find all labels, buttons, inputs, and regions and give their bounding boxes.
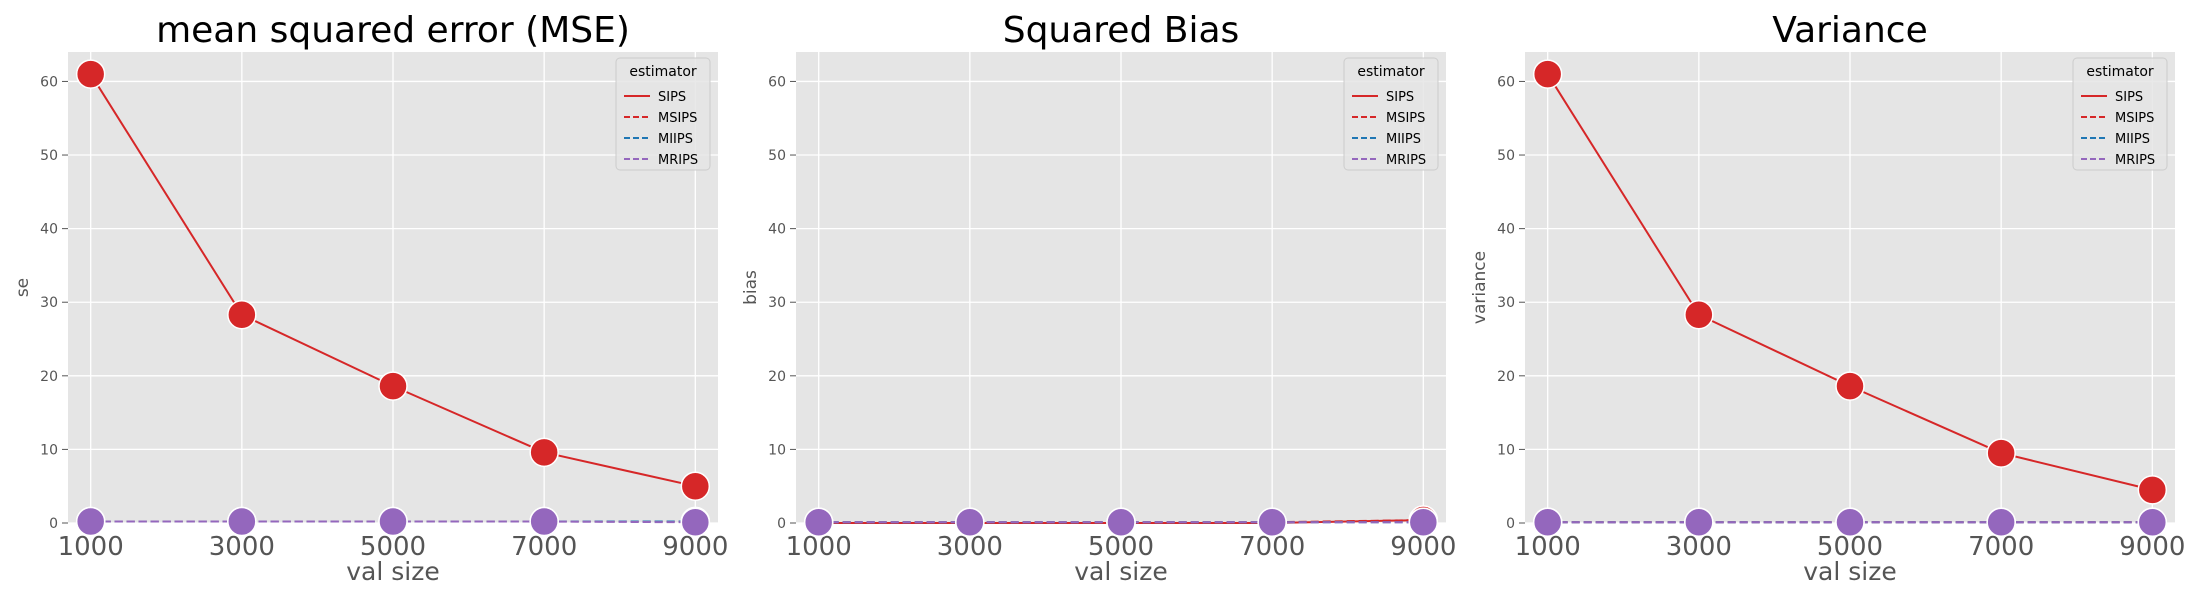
y-tick-label: 10	[40, 442, 58, 458]
legend: estimator SIPS MSIPS MIIPS MRIPS	[615, 57, 711, 171]
data-point-mrips	[1684, 507, 1714, 538]
data-point-mrips	[1257, 507, 1287, 538]
legend-label-msips: MSIPS	[658, 111, 697, 126]
data-point-mrips	[1532, 507, 1563, 538]
x-tick-label: 5000	[360, 532, 426, 562]
data-point-sips	[1986, 438, 2016, 468]
legend-label-miips: MIIPS	[1386, 132, 1421, 147]
data-point-sips	[227, 299, 257, 330]
legend-title: estimator	[629, 64, 697, 80]
data-point-mrips	[1986, 507, 2016, 538]
legend-label-miips: MIIPS	[658, 132, 693, 147]
legend-label-msips: MSIPS	[2115, 111, 2154, 126]
data-point-mrips	[378, 506, 408, 537]
x-tick-label: 7000	[511, 532, 577, 562]
y-tick-label: 60	[768, 74, 786, 90]
legend-box	[1343, 57, 1439, 171]
y-tick-label: 0	[1506, 516, 1515, 532]
y-tick-label: 20	[1497, 369, 1515, 385]
y-tick-label: 30	[768, 295, 786, 311]
legend-label-miips: MIIPS	[2115, 132, 2150, 147]
x-axis-label: val size	[346, 557, 439, 586]
x-tick-label: 3000	[209, 532, 275, 562]
legend-label-mrips: MRIPS	[2115, 153, 2155, 168]
y-tick-label: 60	[1497, 74, 1515, 90]
legend: estimator SIPS MSIPS MIIPS MRIPS	[2072, 57, 2168, 171]
data-point-sips	[1684, 299, 1714, 330]
data-point-mrips	[2137, 507, 2168, 538]
x-axis-label: val size	[1803, 557, 1896, 586]
y-tick-label: 20	[768, 369, 786, 385]
y-tick-label: 30	[40, 295, 58, 311]
y-tick-label: 60	[40, 74, 58, 90]
data-point-sips	[75, 59, 106, 89]
data-point-sips	[1835, 371, 1865, 401]
data-point-mrips	[1835, 507, 1865, 538]
legend-label-msips: MSIPS	[1386, 111, 1425, 126]
y-tick-label: 0	[49, 516, 58, 532]
legend-label-sips: SIPS	[1386, 90, 1414, 105]
y-tick-label: 10	[1497, 442, 1515, 458]
data-point-sips	[2137, 475, 2168, 505]
legend-label-sips: SIPS	[658, 90, 686, 105]
y-tick-label: 40	[768, 222, 786, 238]
legend-box	[2072, 57, 2168, 171]
data-point-mrips	[680, 507, 711, 538]
chart-title: Variance	[1772, 10, 1928, 51]
legend-title: estimator	[2086, 64, 2154, 80]
legend-box	[615, 57, 711, 171]
data-point-sips	[1532, 59, 1563, 89]
y-axis-label: se	[13, 278, 33, 297]
y-axis-label: bias	[741, 270, 761, 305]
data-point-mrips	[1408, 507, 1439, 538]
data-point-sips	[680, 471, 711, 501]
y-tick-label: 50	[768, 148, 786, 164]
y-tick-label: 0	[777, 516, 786, 532]
y-tick-label: 40	[1497, 222, 1515, 238]
data-point-mrips	[75, 506, 106, 537]
y-tick-label: 50	[40, 148, 58, 164]
legend-label-sips: SIPS	[2115, 90, 2143, 105]
chart-title: Squared Bias	[1003, 10, 1240, 51]
y-tick-label: 50	[1497, 148, 1515, 164]
data-point-mrips	[227, 506, 257, 537]
data-point-mrips	[803, 507, 834, 538]
y-axis-label: variance	[1470, 251, 1490, 324]
data-point-sips	[378, 371, 408, 401]
legend-label-mrips: MRIPS	[658, 153, 698, 168]
data-point-mrips	[955, 507, 985, 538]
x-tick-label: 1000	[58, 532, 124, 562]
y-tick-label: 30	[1497, 295, 1515, 311]
legend-title: estimator	[1357, 64, 1425, 80]
data-point-mrips	[529, 506, 559, 537]
chart-title: mean squared error (MSE)	[156, 10, 630, 51]
legend: estimator SIPS MSIPS MIIPS MRIPS	[1343, 57, 1439, 171]
y-tick-label: 10	[768, 442, 786, 458]
y-tick-label: 40	[40, 222, 58, 238]
x-axis-label: val size	[1074, 557, 1167, 586]
y-tick-label: 20	[40, 369, 58, 385]
data-point-sips	[529, 437, 559, 468]
data-point-mrips	[1106, 507, 1136, 538]
legend-label-mrips: MRIPS	[1386, 153, 1426, 168]
